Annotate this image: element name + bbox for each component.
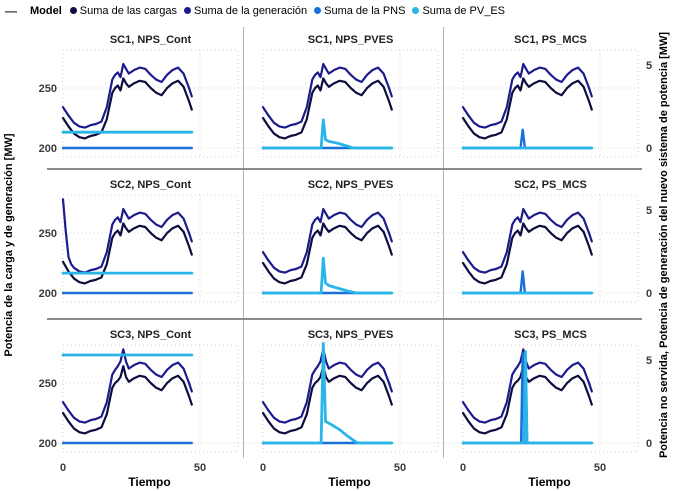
legend-item-3[interactable]: Suma de la PNS [314,5,405,17]
y-left-tick-label: 200 [39,143,57,155]
legend: — Model Suma de las cargas Suma de la gen… [0,1,512,21]
x-tick-label: 50 [194,462,206,474]
x-tick-label: 50 [394,462,406,474]
x-axis-title: Tiempo [528,475,570,489]
series-cargas-line [61,77,193,140]
panel-border [462,194,639,303]
panel-SC2-NPS-PVES: SC2, NPS_PVES [261,179,439,303]
panel-title: SC1, NPS_Cont [110,34,192,46]
legend-collapse-icon[interactable]: — [5,4,17,18]
panel-title: SC3, NPS_PVES [308,329,394,341]
panel-SC2-PS-MCS: SC2, PS_MCS [461,179,639,303]
legend-dot-icon [184,7,191,15]
y-left-tick-label: 250 [39,378,57,390]
series-generacion-line [261,62,393,129]
legend-item-label: Suma de PV_ES [422,4,506,17]
panel-SC1-NPS-PVES: SC1, NPS_PVES [261,34,439,158]
y-right-tick-label: 5 [646,355,652,367]
series-cargas-line [261,222,393,285]
y-left-tick-label: 200 [39,288,57,300]
legend-item-label: Suma de la PNS [324,4,406,17]
legend-items: Suma de las cargas Suma de la generación S… [69,4,512,18]
panel-title: SC3, PS_MCS [514,329,587,341]
panel-border [462,344,639,453]
series-generacion-line [61,348,193,424]
panel-SC3-NPS-Cont: SC3, NPS_Cont [61,329,239,453]
series-cargas-line [61,222,193,285]
series-pv_es-line [261,118,394,150]
y-right-axis-title: Potencia no servida, Potencia de generac… [658,32,670,458]
y-left-axis-title: Potencia de la carga y de generación [MW… [3,133,15,356]
series-cargas-line [61,365,193,435]
panel-SC1-NPS-Cont: SC1, NPS_Cont [61,34,239,158]
series-cargas-line [461,77,593,140]
x-tick-label: 0 [60,462,66,474]
x-axis-title: Tiempo [328,475,370,489]
legend-item-1[interactable]: Suma de las cargas [69,4,177,17]
series-generacion-line [461,207,593,274]
series-generacion-line [61,62,193,129]
legend-dot-icon [314,7,322,15]
series-cargas-line [261,77,393,140]
legend-item-2[interactable]: Suma de la generación [184,5,307,17]
panel-title: SC2, NPS_PVES [308,179,394,191]
x-axis-title: Tiempo [128,475,170,489]
panel-border [462,49,639,158]
panel-SC3-NPS-PVES: SC3, NPS_PVES [261,329,439,453]
series-generacion-line [61,198,193,274]
y-left-tick-label: 250 [39,83,57,95]
panel-SC2-NPS-Cont: SC2, NPS_Cont [61,179,239,303]
panel-border [62,194,239,303]
panel-border [262,344,439,453]
panel-title: SC1, NPS_PVES [308,34,394,46]
y-right-tick-label: 0 [646,288,652,300]
x-tick-label: 50 [594,462,606,474]
panel-border [262,49,439,158]
panel-SC3-PS-MCS: SC3, PS_MCS [461,329,639,453]
legend-dot-icon [69,7,77,15]
panel-border [62,344,239,453]
series-pv_es-line [261,341,394,445]
legend-title: Model [30,5,62,17]
panel-title: SC2, NPS_Cont [110,179,192,191]
y-left-tick-label: 250 [39,228,57,240]
y-right-tick-label: 5 [646,60,652,72]
legend-item-label: Suma de la generación [194,4,308,17]
panel-title: SC1, PS_MCS [514,34,587,46]
series-generacion-line [261,348,393,424]
panel-title: SC3, NPS_Cont [110,329,192,341]
series-pv_es-line [461,350,594,445]
series-generacion-line [261,207,393,274]
legend-item-label: Suma de las cargas [79,4,177,17]
panel-border [262,194,439,303]
y-right-tick-label: 0 [646,438,652,450]
panel-SC1-PS-MCS: SC1, PS_MCS [461,34,639,158]
panel-border [62,49,239,158]
x-tick-label: 0 [460,462,466,474]
y-right-tick-label: 5 [646,205,652,217]
y-right-tick-label: 0 [646,143,652,155]
panel-title: SC2, PS_MCS [514,179,587,191]
x-tick-label: 0 [260,462,266,474]
y-left-tick-label: 200 [39,438,57,450]
legend-dot-icon [412,7,420,15]
series-generacion-line [461,62,593,129]
series-pv_es-line [261,256,394,295]
series-cargas-line [461,222,593,285]
legend-item-4[interactable]: Suma de PV_ES [412,5,505,17]
